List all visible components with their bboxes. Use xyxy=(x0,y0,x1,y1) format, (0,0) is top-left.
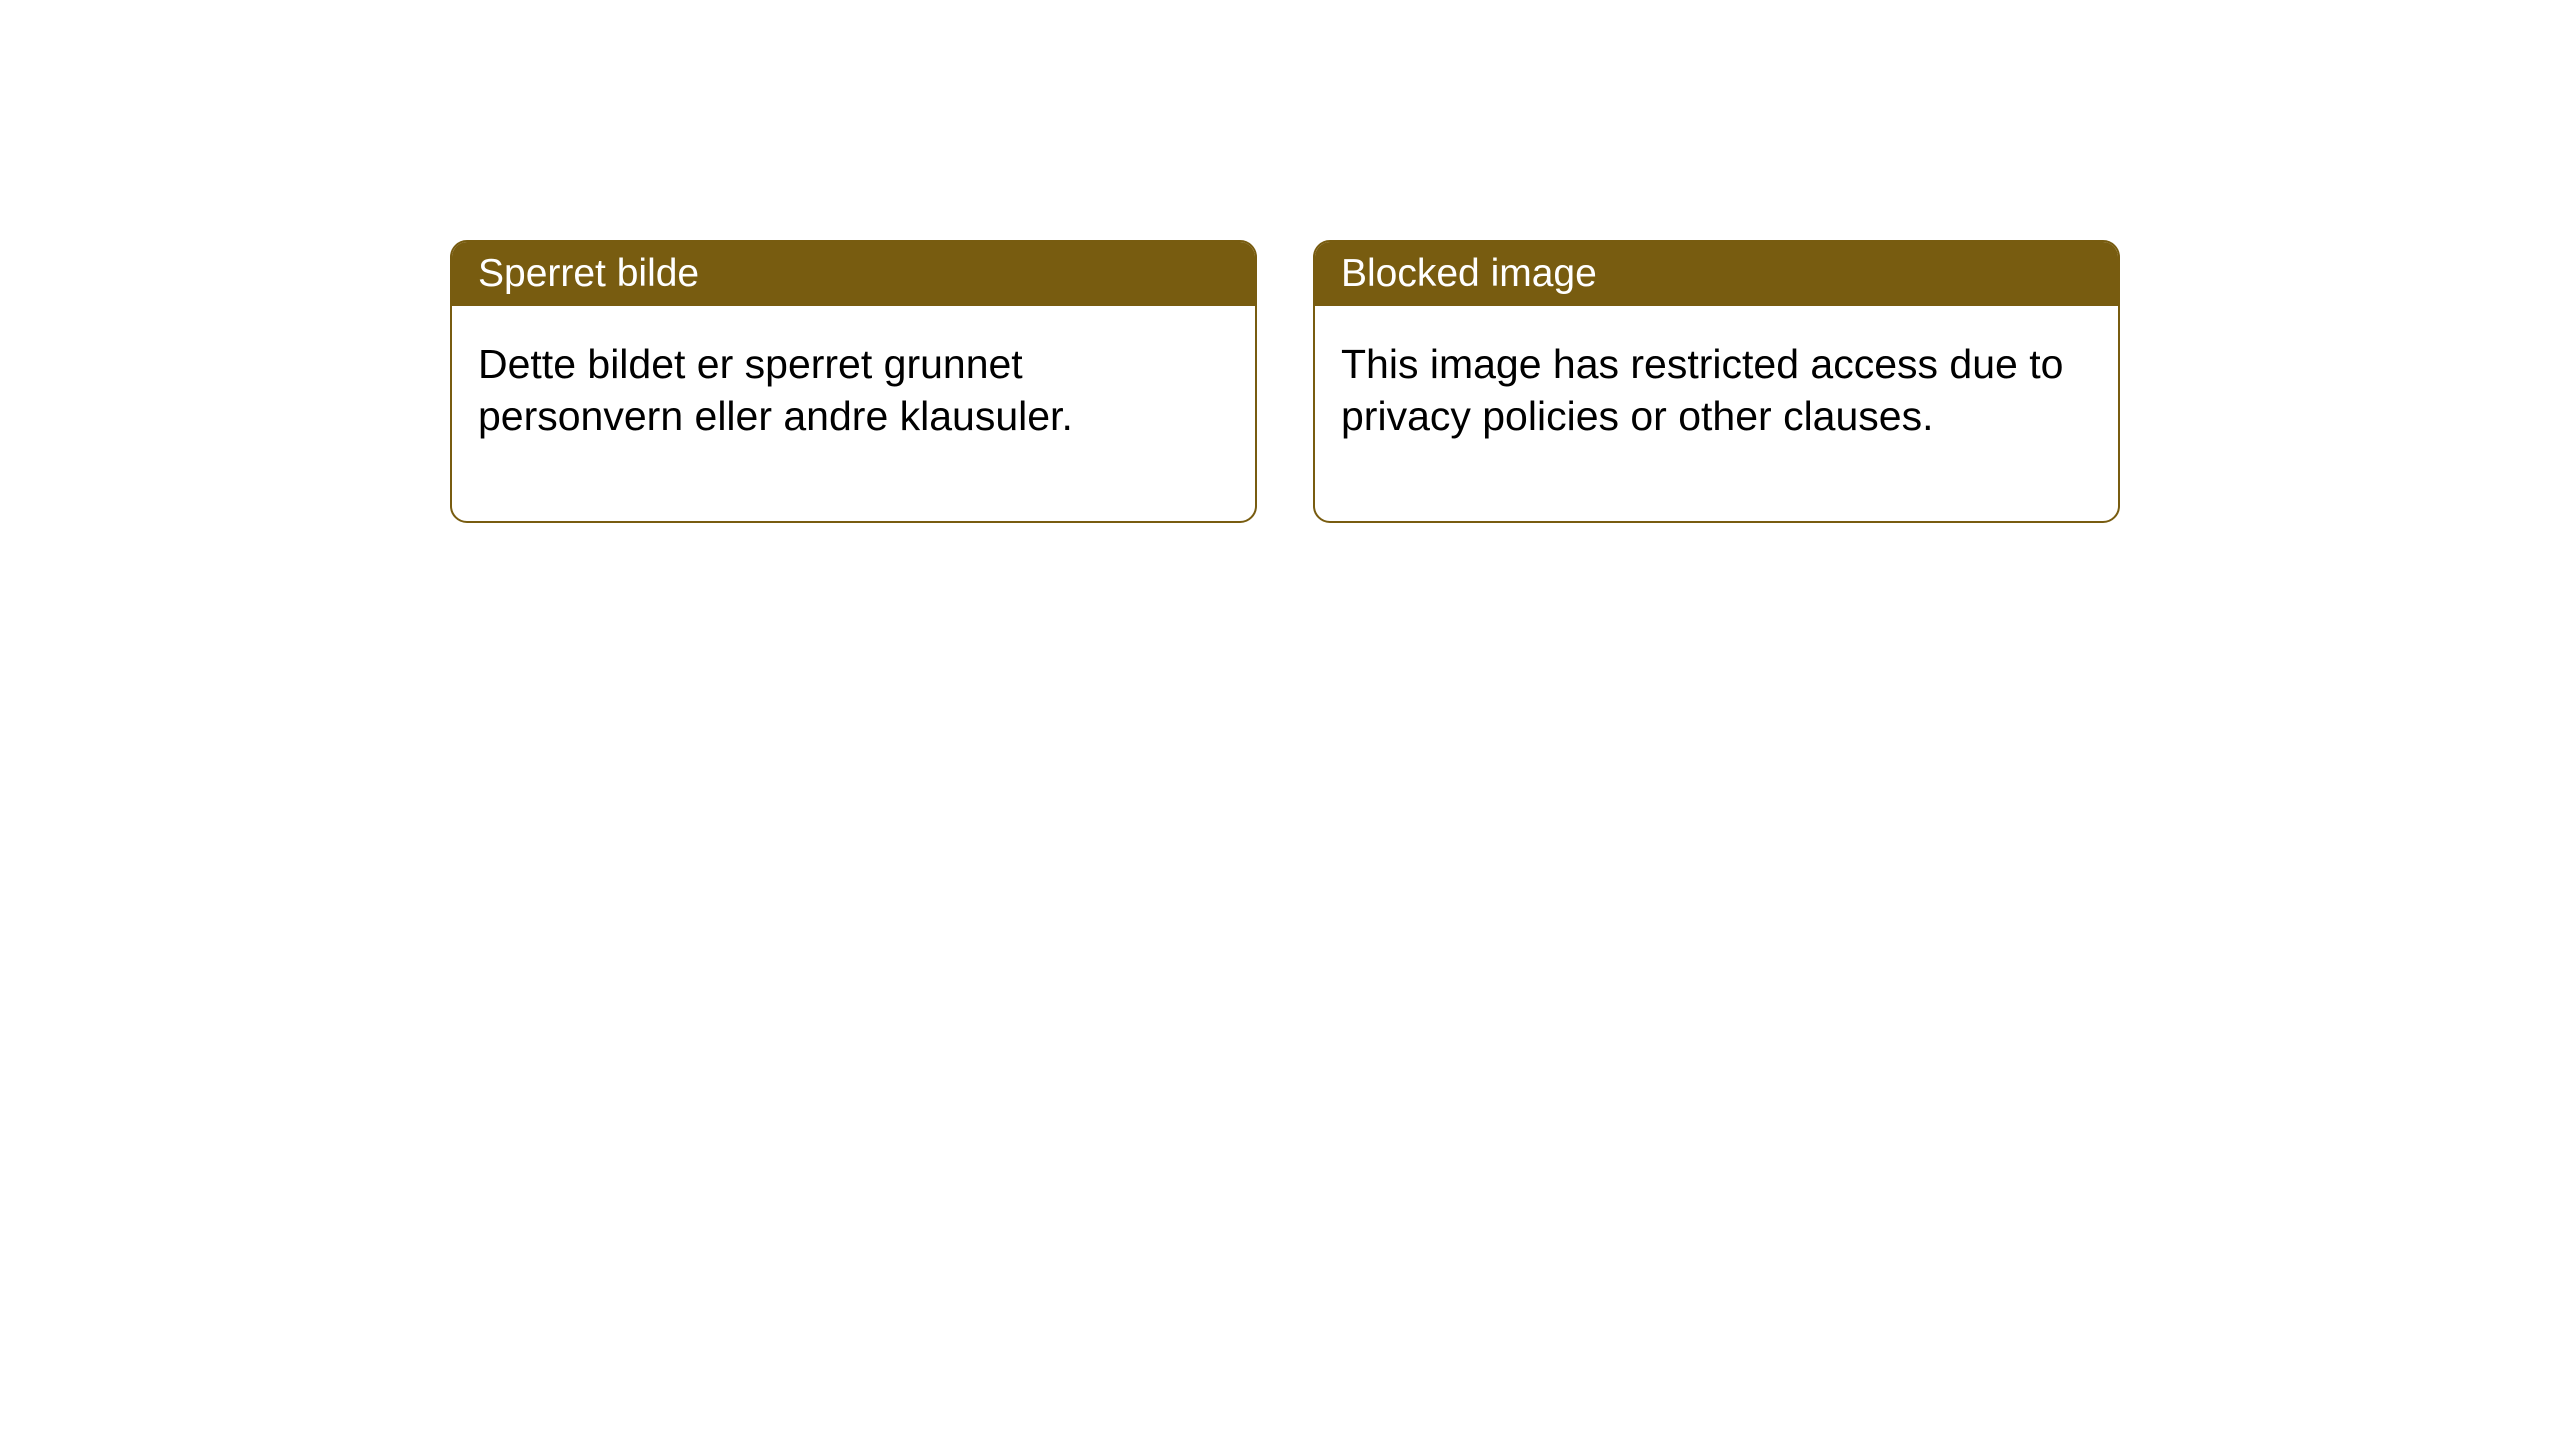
notice-text: This image has restricted access due to … xyxy=(1341,341,2063,439)
notice-text: Dette bildet er sperret grunnet personve… xyxy=(478,341,1073,439)
notice-header-english: Blocked image xyxy=(1315,242,2118,306)
notice-title: Sperret bilde xyxy=(478,252,699,295)
notice-body-norwegian: Dette bildet er sperret grunnet personve… xyxy=(452,306,1255,521)
notice-container: Sperret bilde Dette bildet er sperret gr… xyxy=(450,240,2120,523)
notice-card-english: Blocked image This image has restricted … xyxy=(1313,240,2120,523)
notice-header-norwegian: Sperret bilde xyxy=(452,242,1255,306)
notice-body-english: This image has restricted access due to … xyxy=(1315,306,2118,521)
notice-title: Blocked image xyxy=(1341,252,1597,295)
notice-card-norwegian: Sperret bilde Dette bildet er sperret gr… xyxy=(450,240,1257,523)
